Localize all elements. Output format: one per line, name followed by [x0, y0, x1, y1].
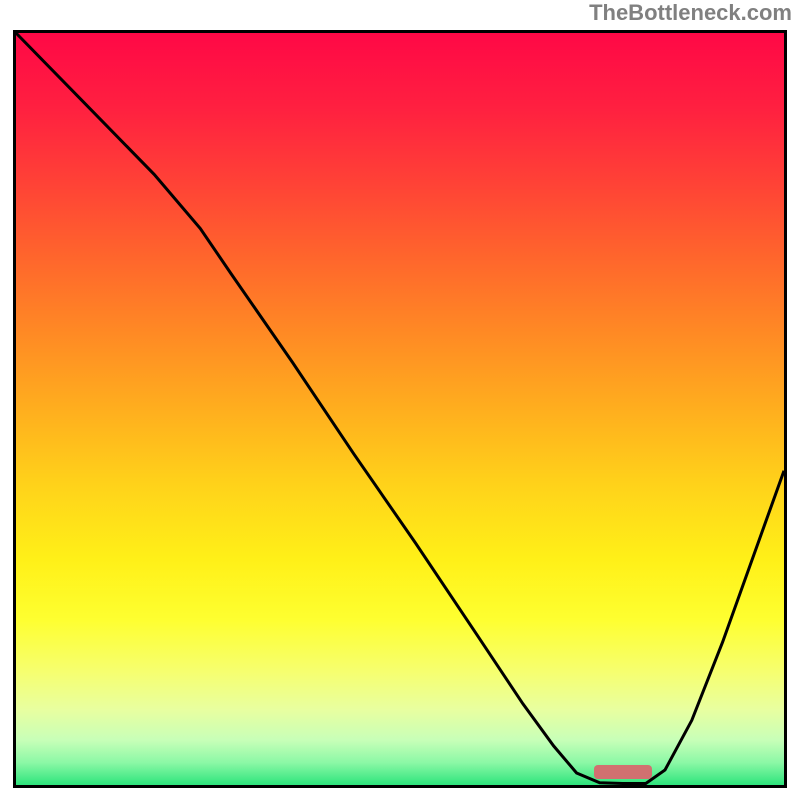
curve-svg — [0, 0, 800, 800]
optimum-marker — [594, 765, 652, 779]
bottleneck-curve — [16, 33, 784, 784]
watermark-text: TheBottleneck.com — [589, 0, 792, 26]
bottleneck-chart: TheBottleneck.com — [0, 0, 800, 800]
